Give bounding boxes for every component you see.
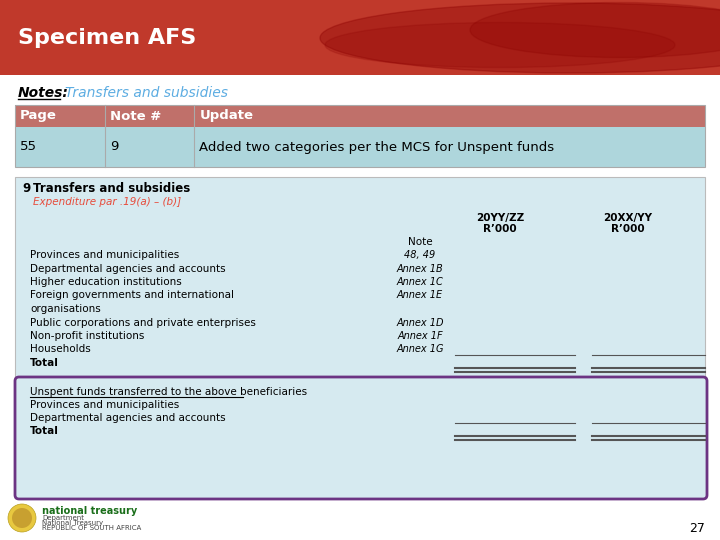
Text: Annex 1C: Annex 1C bbox=[397, 277, 444, 287]
Text: Provinces and municipalities: Provinces and municipalities bbox=[30, 250, 179, 260]
Text: Total: Total bbox=[30, 358, 59, 368]
Text: Unspent funds transferred to the above beneficiaries: Unspent funds transferred to the above b… bbox=[30, 387, 307, 397]
Text: Note #: Note # bbox=[109, 110, 161, 123]
Ellipse shape bbox=[320, 3, 720, 73]
Text: Annex 1G: Annex 1G bbox=[396, 345, 444, 354]
Text: Department: Department bbox=[42, 515, 84, 521]
Bar bbox=[15, 127, 705, 167]
Text: Annex 1B: Annex 1B bbox=[397, 264, 444, 273]
Text: R’000: R’000 bbox=[611, 224, 645, 234]
Text: national treasury: national treasury bbox=[42, 506, 138, 516]
Text: Transfers and subsidies: Transfers and subsidies bbox=[65, 86, 228, 100]
Ellipse shape bbox=[325, 23, 675, 68]
Bar bbox=[15, 105, 705, 127]
Text: Annex 1D: Annex 1D bbox=[396, 318, 444, 327]
Text: 55: 55 bbox=[20, 140, 37, 153]
Circle shape bbox=[8, 504, 36, 532]
Text: Provinces and municipalities: Provinces and municipalities bbox=[30, 400, 179, 410]
Text: Specimen AFS: Specimen AFS bbox=[18, 28, 197, 48]
Text: organisations: organisations bbox=[30, 304, 101, 314]
Bar bbox=[0, 0, 720, 75]
Bar bbox=[15, 177, 705, 498]
Text: Page: Page bbox=[20, 110, 57, 123]
Text: Public corporations and private enterprises: Public corporations and private enterpri… bbox=[30, 318, 256, 327]
Text: National Treasury: National Treasury bbox=[42, 520, 103, 526]
Bar bbox=[15, 105, 705, 167]
Text: Note: Note bbox=[408, 237, 432, 247]
Circle shape bbox=[12, 508, 32, 528]
Ellipse shape bbox=[470, 3, 720, 57]
Text: Update: Update bbox=[199, 110, 253, 123]
Text: 27: 27 bbox=[689, 522, 705, 535]
Text: 20YY/ZZ: 20YY/ZZ bbox=[476, 213, 524, 223]
Text: 20XX/YY: 20XX/YY bbox=[603, 213, 652, 223]
Text: 9: 9 bbox=[22, 183, 30, 195]
Text: Non-profit institutions: Non-profit institutions bbox=[30, 331, 145, 341]
Text: Annex 1E: Annex 1E bbox=[397, 291, 443, 300]
Text: Households: Households bbox=[30, 345, 91, 354]
FancyBboxPatch shape bbox=[15, 377, 707, 499]
Text: Departmental agencies and accounts: Departmental agencies and accounts bbox=[30, 264, 225, 273]
Text: Transfers and subsidies: Transfers and subsidies bbox=[33, 183, 190, 195]
Text: 48, 49: 48, 49 bbox=[405, 250, 436, 260]
Text: Annex 1F: Annex 1F bbox=[397, 331, 443, 341]
Text: R’000: R’000 bbox=[483, 224, 517, 234]
Text: Departmental agencies and accounts: Departmental agencies and accounts bbox=[30, 413, 225, 423]
Text: Higher education institutions: Higher education institutions bbox=[30, 277, 181, 287]
Text: Expenditure par .19(a) – (b)]: Expenditure par .19(a) – (b)] bbox=[33, 197, 181, 207]
Text: 9: 9 bbox=[109, 140, 118, 153]
Text: Total: Total bbox=[30, 426, 59, 436]
Text: Foreign governments and international: Foreign governments and international bbox=[30, 291, 234, 300]
Text: Notes:: Notes: bbox=[18, 86, 69, 100]
Text: Added two categories per the MCS for Unspent funds: Added two categories per the MCS for Uns… bbox=[199, 140, 554, 153]
Text: REPUBLIC OF SOUTH AFRICA: REPUBLIC OF SOUTH AFRICA bbox=[42, 525, 141, 531]
